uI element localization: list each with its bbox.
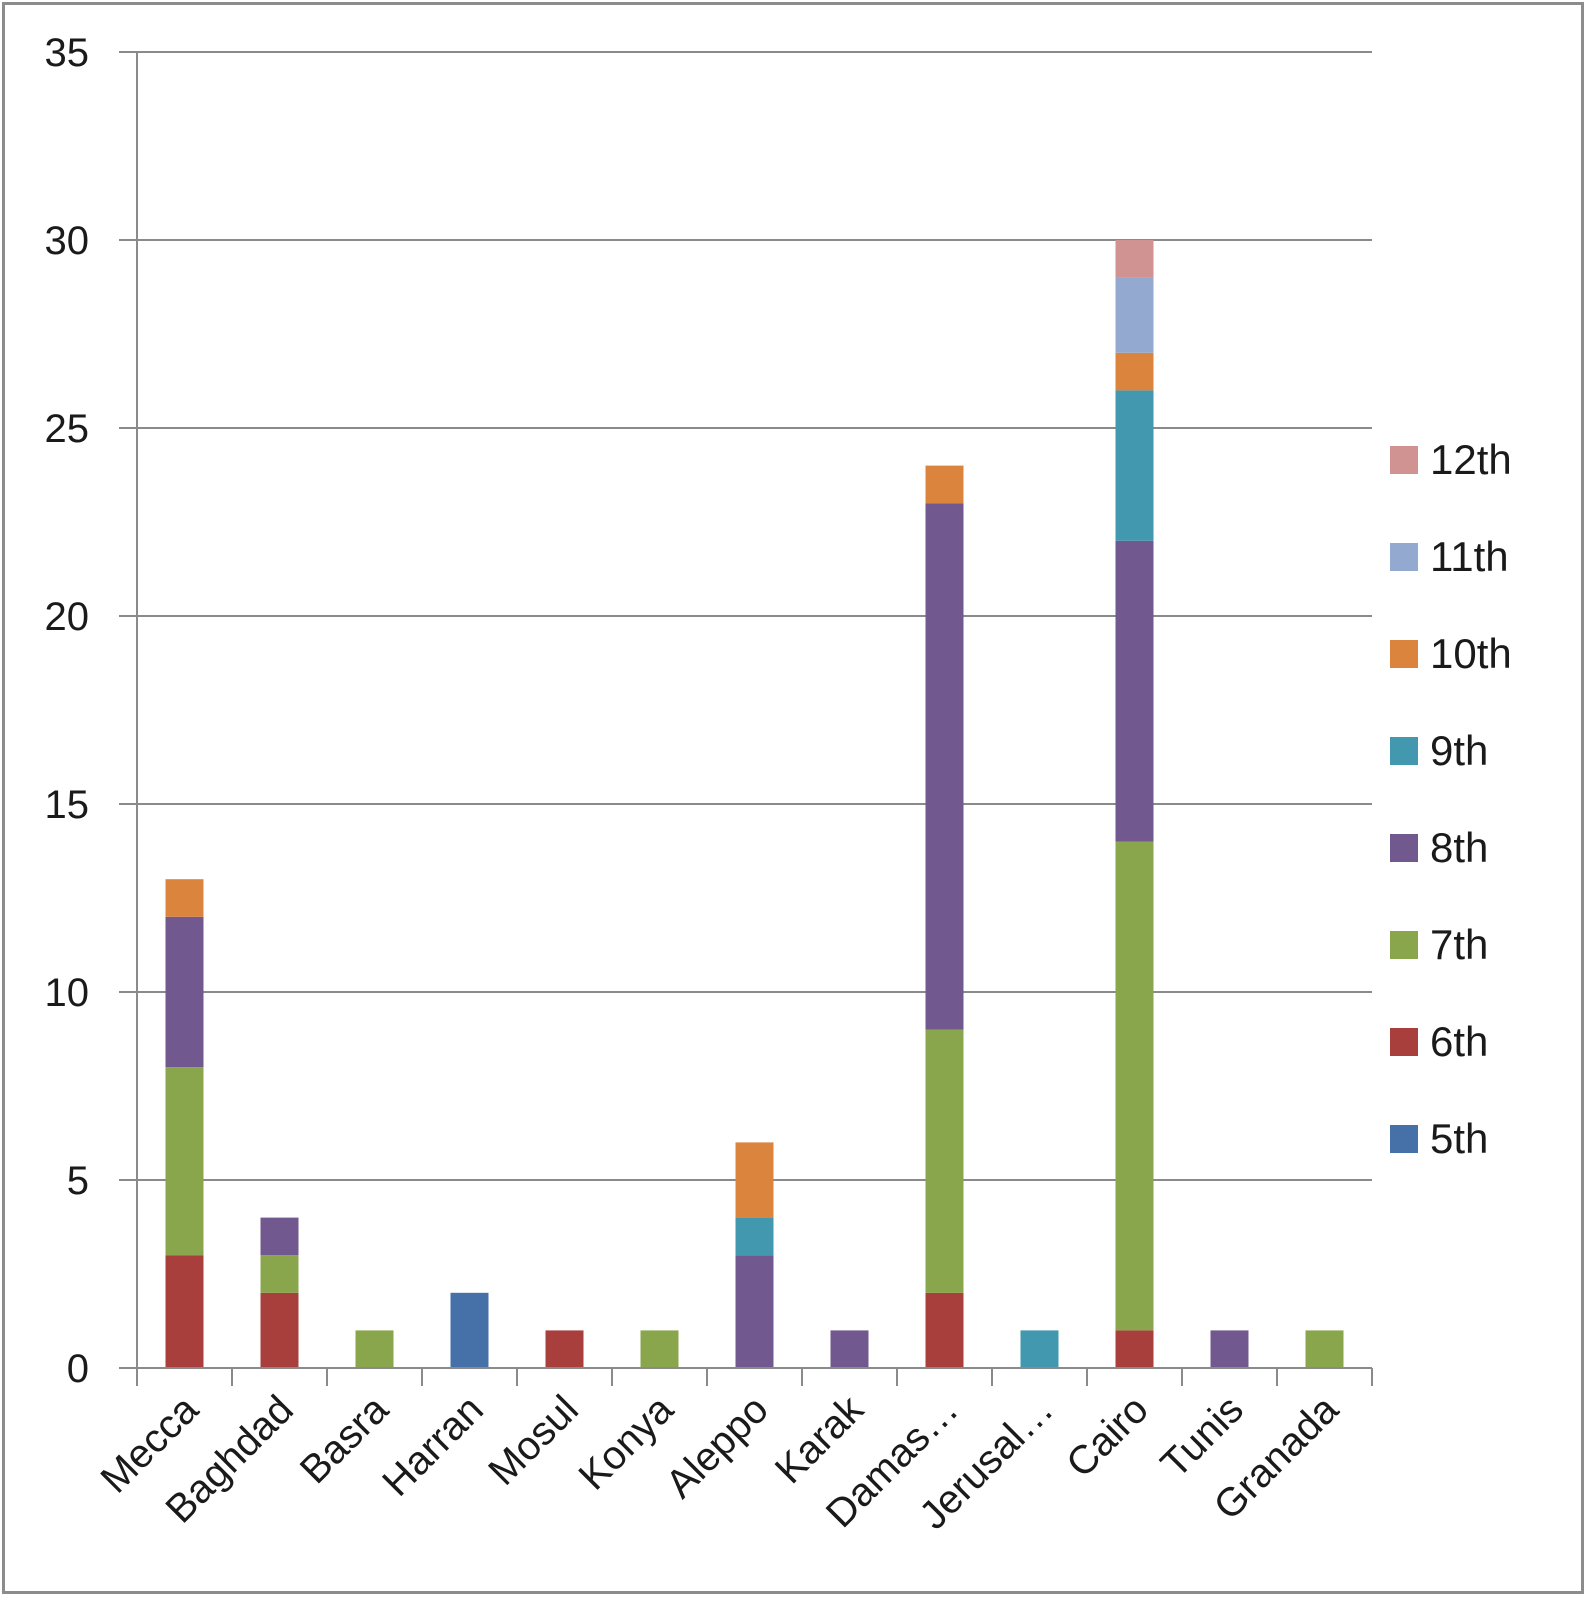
y-tick-label-5: 5 xyxy=(67,1159,89,1203)
bar-segment-1-3 xyxy=(260,1217,299,1256)
bar-segment-6-3 xyxy=(735,1255,774,1368)
legend-swatch-11th xyxy=(1390,543,1418,571)
y-tick-label-15: 15 xyxy=(45,783,90,827)
bar-segment-7-3 xyxy=(830,1330,869,1368)
bar-segment-8-3 xyxy=(925,503,964,1030)
x-tick-label-6: Aleppo xyxy=(658,1387,777,1506)
y-tick-label-25: 25 xyxy=(45,407,90,451)
axes xyxy=(119,51,1373,1386)
bar-segment-6-5 xyxy=(735,1142,774,1218)
x-axis-tick-labels: MeccaBaghdadBasraHarranMosulKonyaAleppoK… xyxy=(92,1387,1347,1538)
bar-segment-12-2 xyxy=(1305,1330,1344,1368)
bar-segment-10-7 xyxy=(1115,240,1154,278)
bar-segment-8-2 xyxy=(925,1029,964,1293)
bar-segment-10-1 xyxy=(1115,1330,1154,1368)
bar-segment-0-1 xyxy=(165,1255,204,1368)
y-tick-label-30: 30 xyxy=(45,219,90,263)
x-tick-label-10: Cairo xyxy=(1058,1387,1157,1486)
bar-segment-10-6 xyxy=(1115,277,1154,353)
legend: 12th 11th 10th 9th 8th 7th 6th 5th xyxy=(1390,436,1512,1162)
bar-segment-0-5 xyxy=(165,879,204,917)
bar-segment-5-2 xyxy=(640,1330,679,1368)
bar-segment-6-4 xyxy=(735,1217,774,1256)
bar-segment-4-1 xyxy=(545,1330,584,1368)
bar-segment-0-2 xyxy=(165,1067,204,1256)
y-axis-tick-labels: 0 5 10 15 20 25 30 35 xyxy=(45,31,90,1391)
bar-segment-0-3 xyxy=(165,916,204,1068)
bar-segment-9-4 xyxy=(1020,1330,1059,1368)
bar-segment-10-4 xyxy=(1115,390,1154,541)
legend-label-6th: 6th xyxy=(1430,1018,1488,1065)
bar-segment-10-2 xyxy=(1115,841,1154,1331)
y-tick-label-35: 35 xyxy=(45,31,90,75)
x-tick-label-3: Harran xyxy=(374,1387,492,1505)
legend-swatch-5th xyxy=(1390,1125,1418,1153)
bars xyxy=(165,240,1344,1368)
y-tick-label-10: 10 xyxy=(45,971,90,1015)
bar-segment-2-2 xyxy=(355,1330,394,1368)
x-tick-label-4: Mosul xyxy=(480,1387,587,1494)
legend-label-5th: 5th xyxy=(1430,1115,1488,1162)
legend-label-11th: 11th xyxy=(1430,533,1509,580)
legend-label-12th: 12th xyxy=(1430,436,1512,483)
bar-segment-10-5 xyxy=(1115,352,1154,391)
gridlines xyxy=(137,51,1372,1181)
bar-segment-3-0 xyxy=(450,1292,489,1368)
legend-swatch-12th xyxy=(1390,446,1418,474)
bar-segment-8-5 xyxy=(925,465,964,504)
legend-swatch-7th xyxy=(1390,931,1418,959)
legend-label-10th: 10th xyxy=(1430,630,1512,677)
legend-swatch-10th xyxy=(1390,640,1418,668)
legend-swatch-6th xyxy=(1390,1028,1418,1056)
legend-swatch-8th xyxy=(1390,834,1418,862)
bar-segment-10-3 xyxy=(1115,540,1154,842)
y-tick-label-20: 20 xyxy=(45,595,90,639)
bar-segment-8-1 xyxy=(925,1292,964,1368)
legend-swatch-9th xyxy=(1390,737,1418,765)
bar-segment-1-2 xyxy=(260,1255,299,1293)
legend-label-7th: 7th xyxy=(1430,921,1488,968)
legend-label-8th: 8th xyxy=(1430,824,1488,871)
y-tick-label-0: 0 xyxy=(67,1347,89,1391)
bar-segment-1-1 xyxy=(260,1292,299,1368)
legend-label-9th: 9th xyxy=(1430,727,1488,774)
bar-segment-11-3 xyxy=(1210,1330,1249,1368)
